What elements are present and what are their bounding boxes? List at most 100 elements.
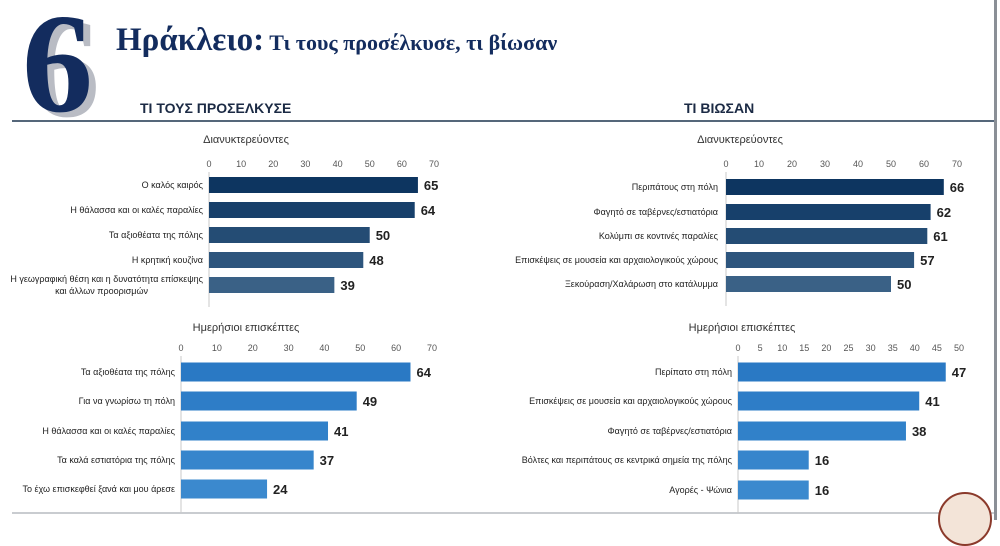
category-label: Τα καλά εστιατόρια της πόλης [57,455,176,465]
bar [181,362,411,382]
tick-label: 10 [212,343,222,353]
tick-label: 10 [236,159,246,169]
category-label: Βόλτες και περιπάτους σε κεντρικά σημεία… [522,455,733,465]
category-label: Η γεωγραφική θέση και η δυνατότητα επίσκ… [10,274,203,296]
bar [726,276,891,292]
category-label: Επισκέψεις σε μουσεία και αρχαιολογικούς… [529,396,733,406]
data-label: 47 [952,365,966,380]
tick-label: 30 [284,343,294,353]
tick-label: 60 [391,343,401,353]
tick-label: 10 [754,159,764,169]
data-label: 64 [421,203,436,218]
category-label: Η θάλασσα και οι καλές παραλίες [70,205,203,215]
page-title-main: Ηράκλειο: [116,22,265,58]
bar [209,252,364,268]
category-label: Περίπατο στη πόλη [655,367,732,377]
data-label: 41 [925,394,939,409]
bar [209,177,418,193]
tick-label: 40 [333,159,343,169]
tick-label: 20 [821,343,831,353]
category-label: Ξεκούραση/Χαλάρωση στο κατάλυμμα [565,279,718,289]
category-label: Αγορές - Ψώνια [669,485,732,495]
tick-label: 30 [820,159,830,169]
tick-label: 0 [735,343,740,353]
data-label: 48 [369,253,383,268]
bar [726,228,928,244]
tick-label: 40 [910,343,920,353]
bar [738,362,946,382]
tick-label: 70 [427,343,437,353]
data-label: 37 [320,453,334,468]
tick-label: 30 [300,159,310,169]
data-label: 64 [416,365,431,380]
tick-label: 50 [886,159,896,169]
data-label: 61 [933,229,947,244]
data-label: 16 [815,483,829,498]
chart-title: Διανυκτερεύοντες [203,134,289,146]
chart-title: Διανυκτερεύοντες [697,134,783,146]
tick-label: 0 [206,159,211,169]
bar [738,421,906,441]
tick-label: 15 [799,343,809,353]
data-label: 39 [340,278,354,293]
bar [738,391,920,411]
tick-label: 50 [954,343,964,353]
tick-label: 70 [429,159,439,169]
tick-label: 45 [932,343,942,353]
right-border [994,0,997,520]
tick-label: 60 [919,159,929,169]
bar [181,450,314,470]
tick-label: 20 [268,159,278,169]
category-label: Για να γνωρίσω τη πόλη [79,396,175,406]
bar [726,204,931,220]
data-label: 41 [334,424,348,439]
footer-divider [12,512,995,514]
bar [738,450,809,470]
category-label: Φαγητό σε ταβέρνες/εστιατόρια [607,426,732,436]
tick-label: 0 [723,159,728,169]
data-label: 66 [950,180,964,195]
data-label: 65 [424,178,438,193]
section-heading-attracted: ΤΙ ΤΟΥΣ ΠΡΟΣΕΛΚΥΣΕ [140,100,292,116]
chapter-number: 6 [22,0,93,142]
bar [209,277,335,293]
bar [181,391,357,411]
header-divider [12,120,995,122]
category-label: Ο καλός καιρός [142,180,204,190]
tick-label: 50 [365,159,375,169]
page-title: Ηράκλειο: Τι τους προσέλκυσε, τι βίωσαν [116,22,557,59]
data-label: 50 [376,228,390,243]
bar [181,479,268,499]
tick-label: 0 [178,343,183,353]
tick-label: 50 [355,343,365,353]
data-label: 50 [897,277,911,292]
chart-title: Ημερήσιοι επισκέπτες [193,322,300,334]
tick-label: 30 [866,343,876,353]
tick-label: 20 [787,159,797,169]
section-heading-experienced: ΤΙ ΒΙΩΣΑΝ [684,100,755,116]
data-label: 24 [273,482,288,497]
category-label: Τα αξιοθέατα της πόλης [81,367,176,377]
tick-label: 25 [843,343,853,353]
chart-title: Ημερήσιοι επισκέπτες [689,322,796,334]
tick-label: 40 [853,159,863,169]
category-label: Η κρητική κουζίνα [132,255,203,265]
bar [738,480,809,500]
tick-label: 20 [248,343,258,353]
tick-label: 70 [952,159,962,169]
data-label: 49 [363,394,377,409]
bar [726,179,944,195]
category-label: Η θάλασσα και οι καλές παραλίες [42,426,175,436]
category-label: Επισκέψεις σε μουσεία και αρχαιολογικούς… [515,255,719,265]
data-label: 57 [920,253,934,268]
tick-label: 35 [888,343,898,353]
data-label: 38 [912,424,926,439]
charts-canvas: Διανυκτερεύοντες 0 10 20 30 40 50 60 70 Ο καλός κ… [10,134,966,514]
category-label: Το έχω επισκεφθεί ξανά και μου άρεσε [23,484,175,494]
category-label: Τα αξιοθέατα της πόλης [109,230,204,240]
tick-label: 40 [319,343,329,353]
page-title-sub: Τι τους προσέλκυσε, τι βίωσαν [264,30,558,55]
category-label: Κολύμπι σε κοντινές παραλίες [599,231,719,241]
bar [209,202,415,218]
tick-label: 10 [777,343,787,353]
